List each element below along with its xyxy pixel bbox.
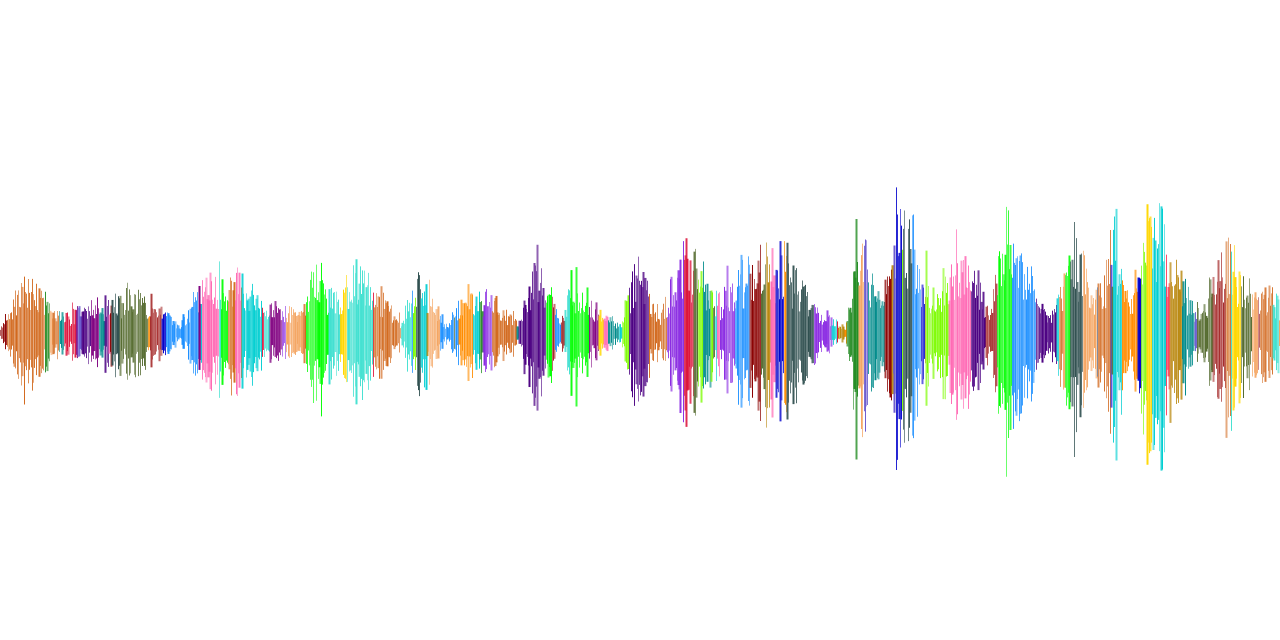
waveform-bars (0, 187, 1280, 477)
